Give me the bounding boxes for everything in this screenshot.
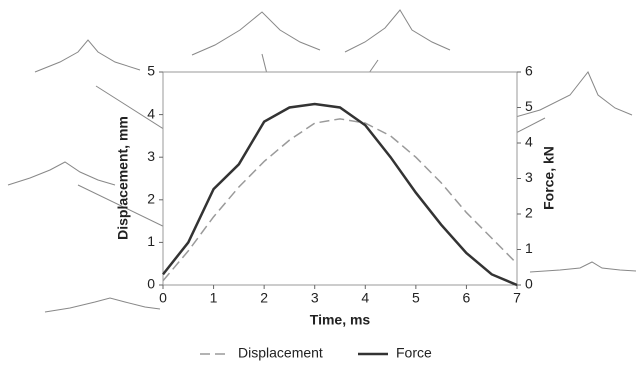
y2-tick-label: 1 — [525, 240, 533, 256]
x-tick-label: 2 — [260, 290, 268, 306]
y2-tick-label: 3 — [525, 169, 533, 185]
x-tick-label: 1 — [210, 290, 218, 306]
y-tick-label: 4 — [147, 105, 155, 121]
legend-label: Displacement — [238, 345, 323, 361]
x-tick-label: 0 — [159, 290, 167, 306]
y2-tick-label: 0 — [525, 276, 533, 292]
plot-area — [163, 72, 517, 285]
y2-tick-label: 6 — [525, 63, 533, 79]
y-axis-title: Displacement, mm — [115, 116, 131, 240]
x-tick-label: 5 — [412, 290, 420, 306]
y2-tick-label: 2 — [525, 205, 533, 221]
y2-axis-title: Force, kN — [541, 146, 557, 210]
y-tick-label: 2 — [147, 191, 155, 207]
y-tick-label: 0 — [147, 276, 155, 292]
x-tick-label: 6 — [463, 290, 471, 306]
x-tick-label: 7 — [513, 290, 521, 306]
x-axis-title: Time, ms — [310, 312, 371, 328]
x-tick-label: 4 — [361, 290, 369, 306]
y2-tick-label: 5 — [525, 98, 533, 114]
y2-tick-label: 4 — [525, 134, 533, 150]
chart: Time, ms Displacement, mm Force, kN 0 1 2 3… — [0, 0, 638, 368]
y-tick-label: 5 — [147, 63, 155, 79]
legend-label: Force — [396, 345, 432, 361]
x-tick-label: 3 — [311, 290, 319, 306]
y-tick-label: 3 — [147, 148, 155, 164]
y-tick-label: 1 — [147, 233, 155, 249]
